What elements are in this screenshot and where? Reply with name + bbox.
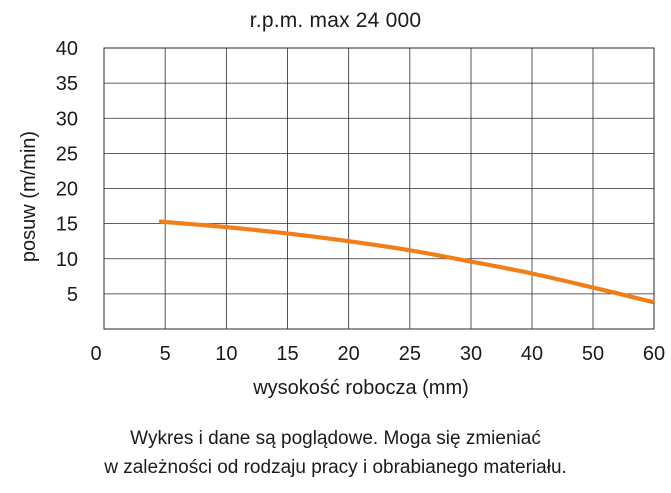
x-tick-label: 5: [160, 343, 171, 365]
y-axis-ticks: 5 10 15 20 25 30 35 40: [56, 38, 78, 306]
y-tick-label: 20: [56, 179, 78, 201]
x-tick-label: 0: [90, 343, 101, 365]
disclaimer-note: Wykres i dane są poglądowe. Moga się zmi…: [0, 424, 671, 482]
x-tick-label: 60: [643, 343, 665, 365]
x-tick-label: 30: [460, 343, 482, 365]
x-axis-ticks: 0 5 10 15 20 25 30 40 50 60: [90, 343, 665, 365]
x-tick-label: 10: [215, 343, 237, 365]
y-tick-label: 30: [56, 108, 78, 130]
disclaimer-line-2: w zależności od rodzaju pracy i obrabian…: [104, 457, 567, 478]
y-tick-label: 40: [56, 38, 78, 60]
y-tick-label: 5: [67, 284, 78, 306]
y-tick-label: 35: [56, 73, 78, 95]
line-chart: 5 10 15 20 25 30 35 40 0 5 10 15 20 25 30 40 50 60 posuw…: [18, 38, 665, 399]
disclaimer-line-1: Wykres i dane są poglądowe. Moga się zmi…: [130, 428, 541, 449]
series: [158, 219, 655, 305]
x-tick-label: 50: [582, 343, 604, 365]
y-axis-label: posuw (m/min): [18, 131, 40, 262]
x-tick-label: 25: [399, 343, 421, 365]
x-tick-label: 40: [521, 343, 543, 365]
chart-title: r.p.m. max 24 000: [249, 9, 422, 32]
y-tick-label: 25: [56, 143, 78, 165]
series-line: [158, 219, 655, 305]
y-tick-label: 15: [56, 214, 78, 236]
x-tick-label: 20: [338, 343, 360, 365]
y-tick-label: 10: [56, 249, 78, 271]
x-tick-label: 15: [276, 343, 298, 365]
x-axis-label: wysokość robocza (mm): [252, 377, 469, 399]
grid: [103, 47, 655, 330]
